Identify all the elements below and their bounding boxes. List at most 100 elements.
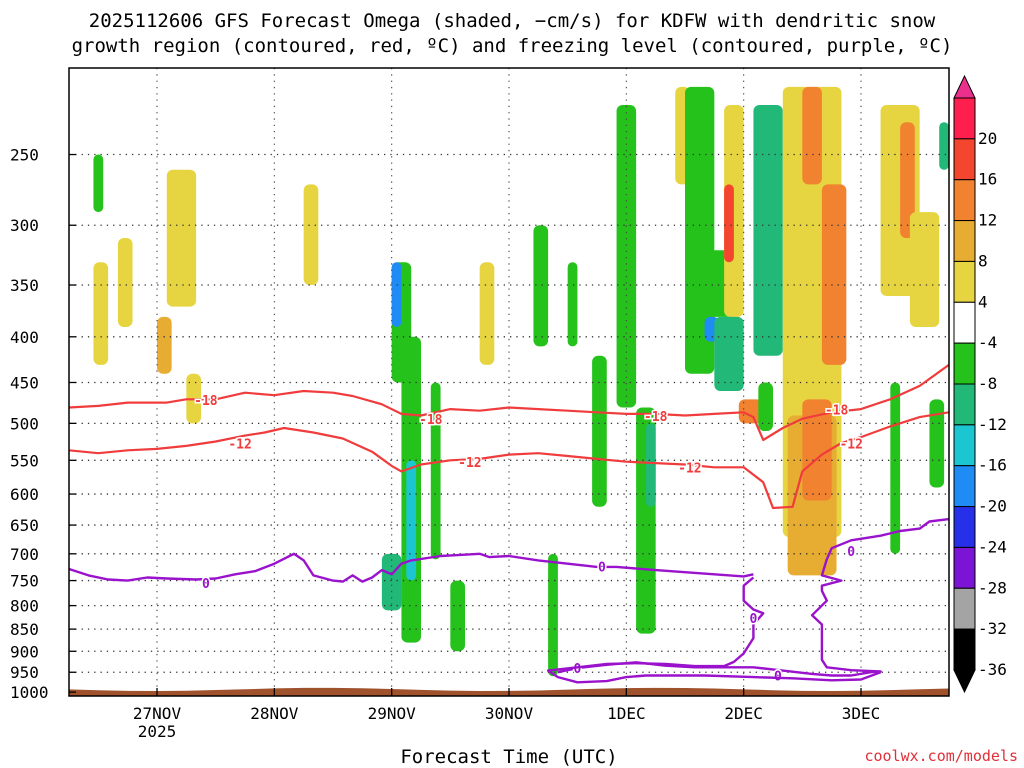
freezing-level-contour-label: 0 xyxy=(574,662,582,677)
colorbar-swatch xyxy=(953,138,976,181)
omega-patch xyxy=(929,399,945,488)
colorbar-label: -8 xyxy=(978,374,997,393)
colorbar-label: 8 xyxy=(978,251,988,270)
x-tick-label: 29NOV xyxy=(368,704,417,723)
colorbar-label: 16 xyxy=(978,170,997,189)
omega-patch xyxy=(645,423,656,507)
chart-title-line-1: 2025112606 GFS Forecast Omega (shaded, −… xyxy=(89,10,936,32)
y-tick-label: 750 xyxy=(10,572,39,591)
omega-patch xyxy=(406,460,417,581)
dgz-contour-label: -12 xyxy=(228,437,251,452)
y-tick-label: 500 xyxy=(10,414,39,433)
y-tick-label: 950 xyxy=(10,663,39,682)
x-axis: 27NOV 28NOV 29NOV 30NOV 1DEC 2DEC 3DEC xyxy=(133,688,880,723)
y-axis: 250 300 350 400 450 500 550 600 650 700 750 800 850 9… xyxy=(10,146,76,702)
dgz-contour xyxy=(69,363,949,442)
freezing-level-contour-label: 0 xyxy=(202,577,210,592)
freezing-level-contour-label: 0 xyxy=(750,612,758,627)
colorbar: 20 16 12 8 4 -4 -8 -12 -16 -20 -24 -28 -32 -36 xyxy=(953,74,1007,694)
dgz-contour-label: -12 xyxy=(678,462,701,477)
colorbar-label: 20 xyxy=(978,129,997,148)
y-tick-label: 600 xyxy=(10,485,39,504)
colorbar-swatch xyxy=(953,383,976,426)
colorbar-swatch xyxy=(953,628,976,671)
dgz-contour xyxy=(69,411,949,510)
y-tick-label: 850 xyxy=(10,620,39,639)
omega-patch xyxy=(802,399,832,501)
omega-patch xyxy=(303,184,319,286)
colorbar-swatch xyxy=(953,342,976,385)
colorbar-label: -20 xyxy=(978,497,1007,516)
colorbar-swatch xyxy=(953,220,976,262)
x-year-label: 2025 xyxy=(138,722,177,741)
colorbar-swatch xyxy=(953,301,976,344)
x-tick-label: 30NOV xyxy=(485,704,534,723)
colorbar-label: -28 xyxy=(978,578,1007,597)
omega-patch xyxy=(909,212,940,327)
omega-patch xyxy=(890,382,901,554)
freezing-level-contour-label: 0 xyxy=(598,560,606,575)
omega-patch xyxy=(117,237,133,327)
credit-text: coolwx.com/models xyxy=(864,747,1018,765)
y-tick-label: 250 xyxy=(10,146,39,165)
chart-title-line-2: growth region (contoured, red, ºC) and f… xyxy=(72,35,953,57)
omega-patch xyxy=(738,399,764,424)
y-tick-label: 400 xyxy=(10,328,39,347)
omega-patch xyxy=(93,154,104,213)
omega-patch xyxy=(724,184,734,263)
y-tick-label: 450 xyxy=(10,373,39,392)
omega-patch xyxy=(753,104,783,356)
omega-patch xyxy=(430,382,441,560)
omega-patch xyxy=(93,262,109,365)
colorbar-label: -12 xyxy=(978,415,1007,434)
omega-patch xyxy=(616,104,637,408)
colorbar-swatch xyxy=(953,97,976,140)
omega-patch xyxy=(714,316,744,392)
dgz-contour-label: -18 xyxy=(194,394,218,409)
colorbar-swatch xyxy=(953,465,976,508)
omega-patch xyxy=(939,122,949,170)
omega-patch xyxy=(567,262,578,347)
freezing-level-contour xyxy=(69,552,754,583)
colorbar-label: 4 xyxy=(978,292,988,311)
colorbar-swatch xyxy=(953,179,976,222)
y-tick-label: 550 xyxy=(10,451,39,470)
freezing-level-contour-label: 0 xyxy=(847,545,855,560)
omega-patch xyxy=(548,553,558,677)
colorbar-label: -24 xyxy=(978,537,1007,556)
x-axis-title: Forecast Time (UTC) xyxy=(400,746,617,768)
y-tick-label: 700 xyxy=(10,545,39,564)
colorbar-swatch xyxy=(953,506,976,548)
omega-patch xyxy=(450,580,465,652)
y-tick-label: 300 xyxy=(10,216,39,235)
omega-patch xyxy=(166,169,197,307)
colorbar-bottom-arrow xyxy=(953,669,976,694)
omega-patch xyxy=(391,262,402,327)
y-tick-label: 800 xyxy=(10,597,39,616)
omega-patch xyxy=(157,316,172,374)
omega-patch xyxy=(533,225,549,347)
omega-patch xyxy=(592,355,607,507)
colorbar-swatch xyxy=(953,587,976,630)
dgz-contour-label: -18 xyxy=(825,404,849,419)
chart-title: 2025112606 GFS Forecast Omega (shaded, −… xyxy=(72,10,953,57)
y-tick-label: 350 xyxy=(10,276,39,295)
x-tick-label: 28NOV xyxy=(250,704,299,723)
omega-patch xyxy=(821,184,847,365)
colorbar-label: 12 xyxy=(978,211,997,230)
x-tick-label: 1DEC xyxy=(607,704,646,723)
colorbar-swatch xyxy=(953,260,976,303)
x-tick-label: 3DEC xyxy=(842,704,881,723)
y-tick-label: 650 xyxy=(10,516,39,535)
omega-patch xyxy=(381,553,402,611)
x-tick-label: 27NOV xyxy=(133,704,182,723)
dgz-contour-label: -18 xyxy=(644,410,668,425)
colorbar-label: -36 xyxy=(978,660,1007,679)
dgz-contour-label: -12 xyxy=(458,456,481,471)
omega-patch xyxy=(802,86,822,185)
dgz-contour-label: -18 xyxy=(419,413,443,428)
omega-shading xyxy=(93,86,949,677)
